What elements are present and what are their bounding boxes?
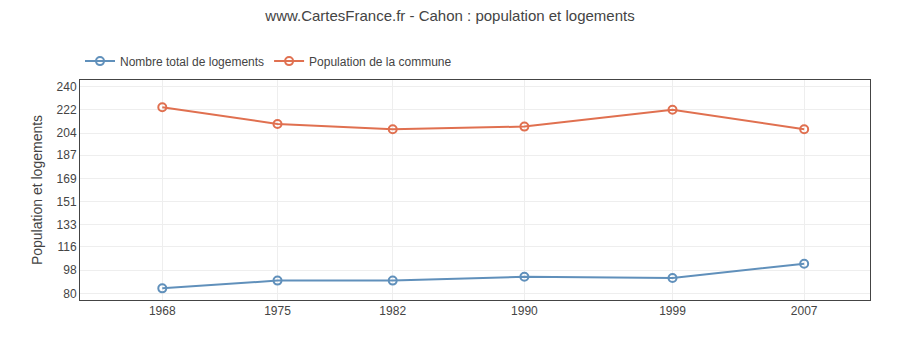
- svg-text:133: 133: [57, 218, 77, 232]
- svg-text:116: 116: [57, 240, 76, 254]
- svg-text:www.CartesFrance.fr - Cahon :: www.CartesFrance.fr - Cahon : population…: [264, 7, 634, 24]
- svg-text:2007: 2007: [791, 304, 818, 318]
- svg-text:240: 240: [57, 80, 77, 94]
- svg-text:80: 80: [63, 287, 77, 301]
- svg-text:204: 204: [57, 126, 77, 140]
- svg-text:Population et logements: Population et logements: [29, 115, 45, 265]
- svg-text:169: 169: [57, 172, 77, 186]
- svg-text:Nombre total de logements: Nombre total de logements: [120, 55, 264, 69]
- svg-text:151: 151: [57, 195, 77, 209]
- svg-text:1975: 1975: [264, 304, 291, 318]
- svg-text:1982: 1982: [379, 304, 406, 318]
- svg-text:Population de la commune: Population de la commune: [309, 55, 451, 69]
- svg-text:1999: 1999: [659, 304, 686, 318]
- svg-text:222: 222: [57, 103, 77, 117]
- svg-text:1990: 1990: [511, 304, 538, 318]
- svg-text:98: 98: [63, 263, 77, 277]
- svg-text:1968: 1968: [149, 304, 176, 318]
- svg-text:187: 187: [57, 148, 77, 162]
